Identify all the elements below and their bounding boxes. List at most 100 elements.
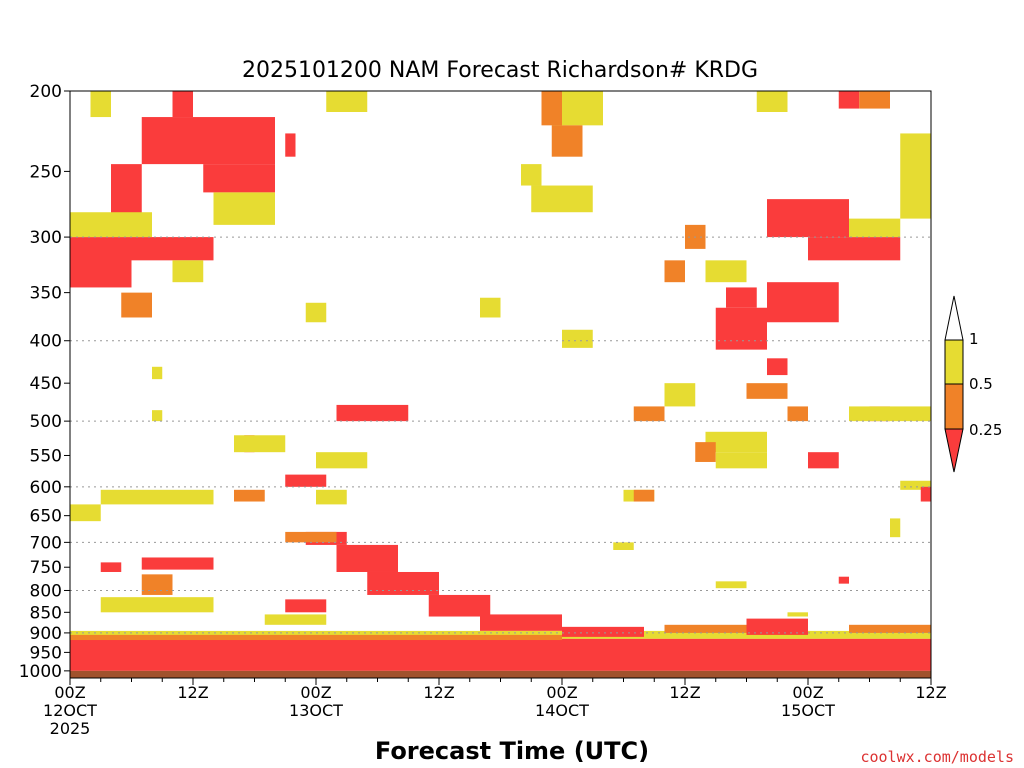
x-tick-label: 00Z <box>546 683 577 702</box>
heatmap-region-0-5-to-1 <box>100 489 214 505</box>
y-tick-label: 250 <box>30 162 62 182</box>
heatmap-region-0-5-to-1 <box>715 452 767 469</box>
heatmap-region-0-5-to-1 <box>305 302 327 323</box>
heatmap-region-lt-0-25 <box>920 486 931 502</box>
heatmap-region-0-25-to-0-5 <box>541 91 562 126</box>
heatmap-region-lt-0-25 <box>715 307 767 350</box>
legend-swatch-lt-0.25 <box>944 428 964 473</box>
heatmap-region-0-5-to-1 <box>234 435 286 453</box>
chart-title: 2025101200 NAM Forecast Richardson# KRDG <box>242 58 758 83</box>
legend-swatch-0.25-to-0.5 <box>944 383 964 430</box>
heatmap-region-lt-0-25 <box>141 117 275 165</box>
heatmap-region-lt-0-25 <box>808 237 901 261</box>
x-tick-label: 15OCT <box>781 701 835 720</box>
y-tick-label: 800 <box>30 581 62 601</box>
credit-text: coolwx.com/models <box>860 748 1014 766</box>
heatmap-region-lt-0-25 <box>141 557 214 570</box>
heatmap-region-0-5-to-1 <box>849 406 931 422</box>
heatmap-region-0-5-to-1 <box>715 581 747 589</box>
heatmap-region-0-5-to-1 <box>316 489 347 505</box>
heatmap-region-0-5-to-1 <box>705 431 767 453</box>
heatmap-region-lt-0-25 <box>131 237 214 261</box>
heatmap-region-0-25-to-0-5 <box>746 383 788 399</box>
heatmap-region-0-5-to-1 <box>890 518 901 538</box>
heatmap-region-0-5-to-1 <box>521 164 542 186</box>
heatmap-region-0-5-to-1 <box>705 260 747 283</box>
legend-swatch-0.5-to-1 <box>944 339 964 385</box>
heatmap-region-0-5-to-1 <box>70 630 931 639</box>
heatmap-region-0-5-to-1 <box>613 542 634 550</box>
heatmap-region-0-25-to-0-5 <box>633 406 665 422</box>
y-tick-label: 350 <box>30 284 62 304</box>
heatmap-region-0-25-to-0-5 <box>859 91 890 109</box>
x-tick-label: 12Z <box>423 683 454 702</box>
heatmap-region-0-25-to-0-5 <box>695 442 716 462</box>
heatmap-cells <box>70 91 931 671</box>
heatmap-region-0-25-to-0-5 <box>285 531 337 543</box>
heatmap-region-lt-0-25 <box>336 544 398 572</box>
x-axis-label: Forecast Time (UTC) <box>375 737 649 765</box>
heatmap-region-0-5-to-1 <box>664 383 696 407</box>
heatmap-region-0-5-to-1 <box>264 614 327 625</box>
plot-frame <box>69 90 932 679</box>
y-tick-label: 950 <box>30 643 62 663</box>
heatmap-region-0-25-to-0-5 <box>633 489 655 502</box>
heatmap-region-0-5-to-1 <box>787 612 808 617</box>
legend-label: 0.5 <box>969 375 993 393</box>
heatmap-region-lt-0-25 <box>336 404 409 422</box>
heatmap-region-0-25-to-0-5 <box>664 624 747 633</box>
heatmap-region-lt-0-25 <box>767 199 849 238</box>
heatmap-region-lt-0-25 <box>562 626 644 637</box>
heatmap-region-lt-0-25 <box>767 282 839 323</box>
heatmap-region-lt-0-25 <box>808 452 839 469</box>
y-tick-label: 450 <box>30 374 62 394</box>
legend-label: 0.25 <box>969 421 1002 439</box>
x-tick-label: 12Z <box>177 683 208 702</box>
x-tick-label: 13OCT <box>289 701 343 720</box>
heatmap-region-lt-0-25 <box>838 91 860 109</box>
x-tick-label: 12OCT <box>43 701 97 720</box>
heatmap-region-0-25-to-0-5 <box>551 125 583 157</box>
heatmap-region-0-5-to-1 <box>531 185 593 213</box>
heatmap-region-0-5-to-1 <box>756 91 788 112</box>
heatmap-region-0-5-to-1 <box>70 212 152 238</box>
heatmap-region-lt-0-25 <box>172 91 193 118</box>
heatmap-region-0-5-to-1 <box>900 133 931 219</box>
heatmap-region-0-25-to-0-5 <box>70 634 562 641</box>
y-tick-label: 850 <box>30 603 62 623</box>
y-tick-label: 650 <box>30 507 62 527</box>
heatmap-region-lt-0-25 <box>746 618 808 635</box>
y-tick-label: 1000 <box>19 662 62 682</box>
heatmap-region-0-5-to-1 <box>70 504 101 522</box>
heatmap-region-0-25-to-0-5 <box>849 624 931 633</box>
heatmap-region-lt-0-25 <box>428 594 491 617</box>
heatmap-region-0-5-to-1 <box>326 91 368 112</box>
heatmap-region-lt-0-25 <box>203 164 275 193</box>
heatmap-region-lt-0-25 <box>285 474 327 487</box>
y-tick-label: 400 <box>30 332 62 352</box>
heatmap-region-0-5-to-1 <box>562 329 593 348</box>
y-tick-label: 550 <box>30 446 62 466</box>
heatmap-region-0-25-to-0-5 <box>141 574 173 595</box>
heatmap-region-0-5-to-1 <box>316 452 368 469</box>
heatmap-region-lt-0-25 <box>70 638 931 671</box>
x-tick-label: 2025 <box>50 719 91 738</box>
y-tick-label: 750 <box>30 558 62 578</box>
heatmap-region-lt-0-25 <box>367 571 439 595</box>
heatmap-region-0-5-to-1 <box>213 192 275 225</box>
heatmap-region-lt-0-25 <box>285 599 327 613</box>
y-tick-label: 700 <box>30 533 62 553</box>
heatmap-region-lt-0-25 <box>767 358 788 376</box>
heatmap-region-lt-0-25 <box>100 562 122 572</box>
heatmap-region-lt-0-25 <box>480 614 562 631</box>
color-legend: 1 0.5 0.25 <box>944 295 1002 473</box>
ground-layer <box>70 670 931 678</box>
x-tick-label: 00Z <box>54 683 85 702</box>
heatmap-region-0-25-to-0-5 <box>787 406 808 422</box>
heatmap-region-0-25-to-0-5 <box>121 292 152 318</box>
heatmap-region-0-5-to-1 <box>172 260 204 283</box>
x-tick-label: 12Z <box>669 683 700 702</box>
heatmap-region-lt-0-25 <box>726 287 757 308</box>
